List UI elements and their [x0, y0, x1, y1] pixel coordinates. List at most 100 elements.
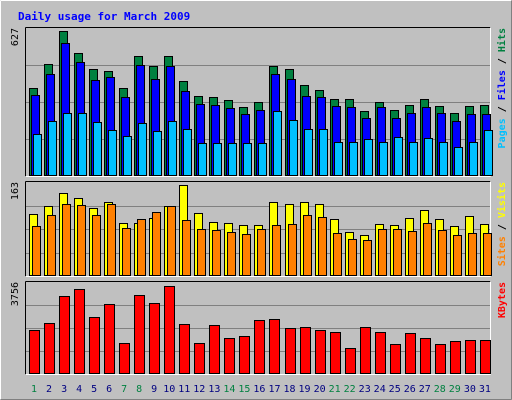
bar-sites-day-6: [107, 204, 116, 276]
bar-sites-day-24: [378, 229, 387, 276]
x-tick-label-day-14: 14: [223, 384, 235, 395]
bar-pages-day-10: [168, 121, 177, 176]
bar-kbytes-day-13: [209, 325, 220, 374]
bar-pages-day-22: [349, 142, 358, 176]
bar-pages-day-14: [228, 143, 237, 176]
bar-pages-day-9: [153, 131, 162, 176]
bar-sites-day-3: [62, 204, 71, 276]
axis-legend-segment: /: [497, 52, 508, 70]
bar-kbytes-day-14: [224, 338, 235, 374]
bar-kbytes-day-8: [134, 295, 145, 374]
bar-pages-day-2: [48, 121, 57, 176]
x-tick-label-day-13: 13: [208, 384, 220, 395]
bar-kbytes-day-5: [89, 317, 100, 374]
bar-pages-day-26: [409, 142, 418, 176]
bar-sites-day-9: [152, 212, 161, 276]
bar-sites-day-17: [272, 225, 281, 276]
x-tick-label-day-15: 15: [238, 384, 250, 395]
x-tick-label-day-31: 31: [479, 384, 491, 395]
x-tick-label-day-10: 10: [163, 384, 175, 395]
bar-kbytes-day-31: [480, 340, 491, 374]
bar-pages-day-12: [198, 143, 207, 176]
bar-sites-day-11: [182, 220, 191, 276]
bar-pages-day-17: [273, 111, 282, 176]
bar-pages-day-15: [243, 143, 252, 176]
bar-pages-day-6: [108, 130, 117, 176]
axis-legend-segment: Visits: [496, 182, 508, 218]
x-tick-label-day-2: 2: [46, 384, 52, 395]
x-tick-label-day-30: 30: [464, 384, 476, 395]
bar-kbytes-day-9: [149, 303, 160, 374]
y-max-label: 3756: [10, 282, 21, 306]
bar-sites-day-16: [257, 229, 266, 276]
bar-pages-day-21: [334, 142, 343, 176]
chart-title: Daily usage for March 2009: [18, 10, 190, 23]
bar-pages-day-5: [93, 122, 102, 176]
bar-kbytes-day-1: [29, 330, 40, 374]
bar-kbytes-day-19: [300, 327, 311, 374]
x-tick-label-day-16: 16: [253, 384, 265, 395]
bar-sites-day-7: [122, 228, 131, 276]
panel-hits: 627 Pages / Files / Hits: [10, 27, 508, 177]
x-tick-label-day-7: 7: [121, 384, 127, 395]
y-max-label: 627: [10, 28, 21, 46]
bar-kbytes-day-21: [330, 332, 341, 374]
x-tick-label-day-9: 9: [151, 384, 157, 395]
bar-sites-day-19: [303, 215, 312, 276]
bar-sites-day-12: [197, 229, 206, 276]
bar-kbytes-day-23: [360, 327, 371, 374]
bar-kbytes-day-30: [465, 340, 476, 374]
bar-sites-day-13: [212, 230, 221, 276]
x-tick-label-day-19: 19: [298, 384, 310, 395]
x-tick-label-day-27: 27: [419, 384, 431, 395]
x-tick-label-day-22: 22: [344, 384, 356, 395]
x-tick-label-day-21: 21: [329, 384, 341, 395]
bar-kbytes-day-17: [269, 319, 280, 374]
panel-visits: 163 Sites / Visits: [10, 181, 508, 277]
bar-pages-day-24: [379, 142, 388, 176]
bar-sites-day-23: [363, 240, 372, 276]
x-tick-label-day-11: 11: [178, 384, 190, 395]
bar-kbytes-day-15: [239, 336, 250, 374]
x-tick-label-day-3: 3: [61, 384, 67, 395]
bar-sites-day-28: [438, 230, 447, 276]
bar-kbytes-day-2: [44, 323, 55, 374]
bar-sites-day-4: [77, 205, 86, 276]
bar-pages-day-25: [394, 137, 403, 176]
axis-legend-label: KBytes: [497, 282, 508, 318]
axis-legend-segment: Hits: [496, 28, 508, 52]
chart-panels: 627 Pages / Files / Hits 163 Sites / Visits…: [10, 27, 508, 375]
x-tick-label-day-23: 23: [359, 384, 371, 395]
bar-sites-day-14: [227, 232, 236, 276]
bar-sites-day-10: [167, 206, 176, 276]
x-tick-label-day-18: 18: [283, 384, 295, 395]
bar-sites-day-21: [333, 233, 342, 276]
x-tick-label-day-6: 6: [106, 384, 112, 395]
bar-sites-day-2: [47, 215, 56, 276]
series-pages: [33, 111, 493, 176]
bar-kbytes-day-16: [254, 320, 265, 374]
bar-kbytes-day-25: [390, 344, 401, 374]
x-tick-label-day-24: 24: [374, 384, 386, 395]
x-tick-label-day-29: 29: [449, 384, 461, 395]
bar-sites-day-20: [318, 217, 327, 276]
x-tick-label-day-12: 12: [193, 384, 205, 395]
bar-sites-day-18: [288, 224, 297, 276]
x-tick-label-day-25: 25: [389, 384, 401, 395]
bar-kbytes-day-3: [59, 296, 70, 374]
bar-sites-day-30: [468, 233, 477, 276]
bar-sites-day-26: [408, 231, 417, 276]
bar-pages-day-28: [439, 142, 448, 176]
x-tick-labels: 1 2 3 4 5 6 7 8 9 10 11 12 13 14 15 16 17 18 19 20 21 22 23 24 2…: [31, 384, 491, 395]
y-max-label: 163: [10, 182, 21, 200]
bar-kbytes-day-10: [164, 286, 175, 374]
bar-sites-day-1: [32, 226, 41, 276]
bar-pages-day-1: [33, 134, 42, 176]
axis-legend-segment: Pages: [497, 118, 508, 148]
bar-kbytes-day-18: [285, 328, 296, 374]
panel-kbytes: 3756 KBytes: [10, 281, 508, 375]
bar-pages-day-4: [78, 113, 87, 176]
bar-sites-day-29: [453, 235, 462, 276]
axis-legend-segment: /: [497, 218, 508, 236]
